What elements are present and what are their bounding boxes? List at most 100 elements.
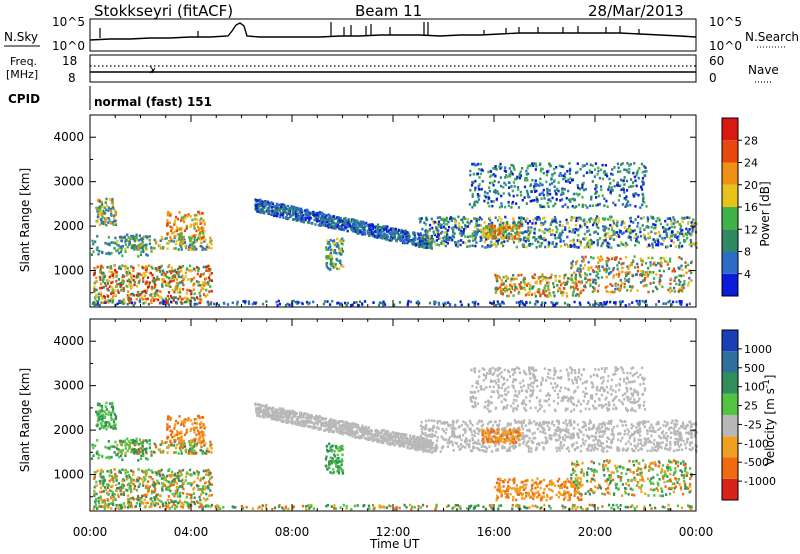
echo-cell [563, 188, 566, 191]
echo-cell [99, 205, 103, 208]
echo-cell [255, 204, 258, 207]
echo-cell [330, 221, 334, 225]
echo-cell [510, 233, 513, 236]
echo-cell [188, 239, 192, 243]
echo-cell [176, 291, 179, 294]
echo-cell [157, 298, 160, 302]
echo-cell [334, 217, 337, 221]
echo-cell [534, 179, 537, 183]
echo-cell [330, 258, 333, 261]
echo-cell [490, 174, 493, 177]
echo-cell [421, 235, 424, 239]
echo-cell [484, 233, 487, 236]
echo-cell [626, 204, 629, 207]
echo-cell [667, 300, 670, 304]
echo-cell [108, 219, 111, 222]
echo-cell [406, 238, 410, 241]
echo-cell [114, 211, 118, 215]
echo-cell [174, 219, 177, 222]
echo-cell [146, 493, 149, 496]
echo-cell [588, 220, 591, 223]
echo-cell [553, 245, 556, 249]
echo-cell [98, 414, 101, 417]
echo-cell [446, 238, 450, 242]
echo-cell [546, 202, 549, 205]
echo-cell [206, 243, 209, 247]
echo-cell [539, 169, 543, 173]
echo-cell [396, 232, 399, 235]
colorbar-tick-label: 20 [744, 179, 758, 192]
echo-cell [417, 301, 421, 305]
echo-cell [101, 205, 104, 209]
echo-cell [521, 286, 524, 289]
echo-cell [101, 470, 105, 473]
echo-cell [688, 243, 691, 246]
echo-cell [110, 495, 114, 498]
echo-cell [124, 488, 128, 492]
echo-cell [448, 303, 452, 307]
echo-cell [390, 234, 393, 237]
echo-cell [276, 212, 279, 215]
echo-cell [579, 275, 582, 279]
echo-cell [690, 221, 693, 224]
echo-cell [111, 300, 114, 304]
echo-cell [182, 487, 185, 491]
echo-cell [545, 173, 548, 177]
echo-cell [199, 219, 202, 222]
echo-cell [322, 223, 326, 227]
echo-cell [328, 219, 331, 222]
echo-cell [99, 474, 102, 478]
echo-cell [662, 269, 665, 273]
echo-cell [107, 295, 110, 298]
echo-cell [535, 196, 538, 199]
echo-cell [99, 278, 102, 281]
echo-cell [508, 287, 511, 291]
echo-cell [359, 225, 362, 228]
echo-cell [398, 301, 402, 304]
echo-cell [637, 241, 641, 244]
echo-cell [366, 229, 369, 233]
echo-cell [489, 230, 492, 234]
echo-cell [576, 184, 579, 187]
echo-cell [554, 202, 557, 206]
echo-cell [197, 284, 200, 287]
echo-cell [497, 287, 500, 291]
echo-cell [649, 264, 652, 267]
echo-cell [167, 291, 171, 294]
echo-cell [349, 224, 352, 228]
echo-cell [588, 204, 592, 208]
echo-cell [561, 293, 564, 297]
echo-cell [534, 217, 537, 220]
echo-cell [140, 292, 143, 296]
echo-cell [440, 240, 443, 243]
echo-cell [454, 220, 457, 224]
echo-cell [441, 230, 444, 234]
echo-cell [624, 278, 627, 282]
echo-cell [112, 480, 115, 483]
echo-cell [554, 236, 557, 240]
echo-cell [98, 249, 101, 253]
echo-cell [142, 235, 145, 239]
echo-cell [116, 239, 119, 243]
echo-cell [339, 249, 342, 252]
echo-cell [687, 222, 690, 226]
echo-cell [474, 236, 477, 239]
echo-cell [147, 264, 151, 268]
echo-cell [650, 230, 653, 234]
echo-cell [505, 289, 509, 292]
echo-cell [566, 303, 569, 307]
echo-cell [526, 195, 530, 199]
echo-cell [471, 234, 474, 238]
echo-cell [596, 172, 599, 176]
echo-cell [417, 244, 421, 248]
echo-cell [187, 502, 190, 506]
echo-cell [624, 256, 628, 259]
echo-cell [167, 485, 170, 489]
echo-cell [508, 173, 511, 176]
echo-cell [468, 244, 471, 248]
echo-cell [137, 275, 140, 279]
echo-cell [207, 246, 211, 249]
echo-cell [418, 239, 422, 243]
echo-cell [143, 470, 146, 474]
